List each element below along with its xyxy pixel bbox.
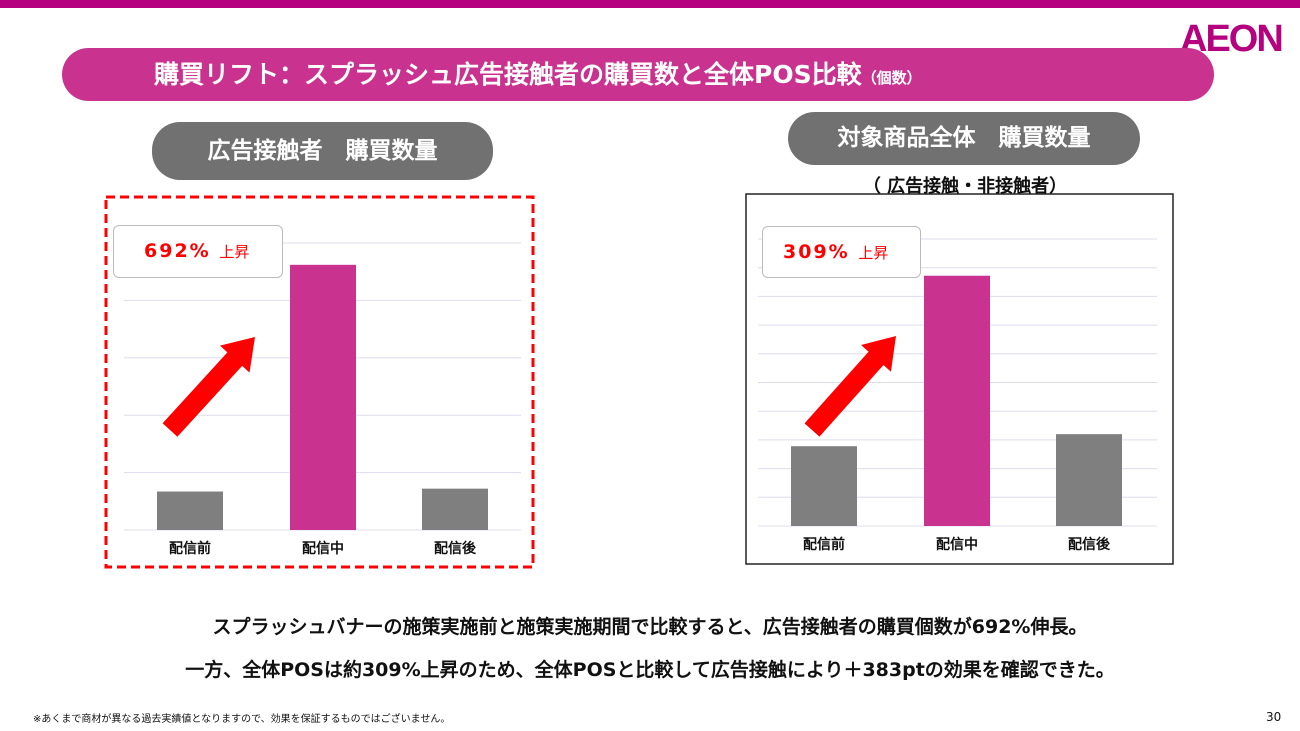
- x-tick-label: 配信後: [1068, 536, 1111, 553]
- bar-配信中: [290, 264, 356, 530]
- bar-配信中: [924, 275, 990, 526]
- callout-value: 309%: [783, 241, 850, 263]
- bar-配信前: [157, 491, 223, 530]
- x-tick-label: 配信後: [434, 540, 477, 557]
- page-number: 30: [1266, 710, 1282, 724]
- title-suffix: （個数）: [861, 69, 922, 87]
- footnote: ※あくまで商材が異なる過去実績値となりますので、効果を保証するものではございませ…: [33, 714, 451, 725]
- summary-line-1: スプラッシュバナーの施策実施前と施策実施期間で比較すると、広告接触者の購買個数が…: [212, 616, 1088, 638]
- summary-line-2: 一方、全体POSは約309%上昇のため、全体POSと比較して広告接触により＋38…: [185, 659, 1115, 681]
- up-arrow-icon: [804, 336, 896, 437]
- right-chart-subheading: （ 広告接触・非接触者）: [862, 176, 1068, 197]
- bar-配信前: [791, 446, 857, 526]
- x-tick-label: 配信前: [169, 540, 211, 557]
- callout-label: 上昇: [858, 244, 889, 262]
- slide-title: 購買リフト：スプラッシュ広告接触者の購買数と全体POS比較（個数）: [62, 48, 1214, 101]
- chart-frame: [104, 195, 535, 569]
- chart-frame: [745, 193, 1174, 565]
- x-tick-label: 配信中: [302, 540, 344, 557]
- callout-label: 上昇: [219, 243, 250, 261]
- x-tick-label: 配信中: [936, 536, 978, 553]
- title-text: 購買リフト：スプラッシュ広告接触者の購買数と全体POS比較: [154, 60, 862, 89]
- x-tick-label: 配信前: [803, 536, 845, 553]
- right-callout: 309% 上昇: [762, 226, 921, 278]
- right-chart-heading: 対象商品全体 購買数量: [788, 112, 1140, 165]
- bar-配信後: [1056, 434, 1122, 526]
- bar-配信後: [422, 488, 488, 530]
- left-callout: 692% 上昇: [113, 225, 283, 278]
- callout-value: 692%: [144, 240, 211, 262]
- left-chart-heading: 広告接触者 購買数量: [152, 122, 493, 180]
- top-accent-bar: [0, 0, 1300, 8]
- up-arrow-icon: [162, 337, 255, 437]
